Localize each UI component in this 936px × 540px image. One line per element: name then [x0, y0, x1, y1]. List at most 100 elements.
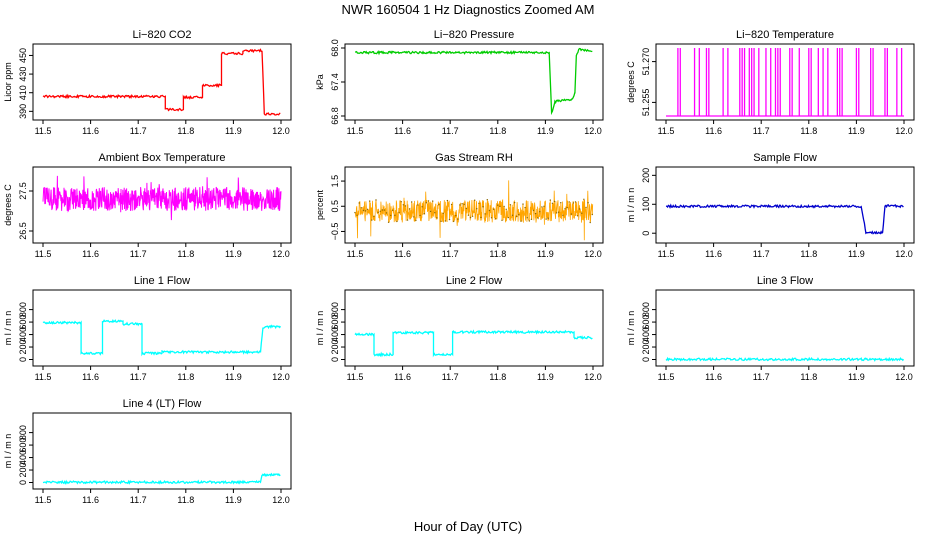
- plot-frame: [32, 412, 292, 490]
- series-line1: [42, 318, 282, 357]
- x-tick-label: 11.5: [35, 126, 52, 136]
- y-tick-label: 600: [641, 315, 651, 330]
- y-axis-label: m l / m n: [3, 311, 13, 346]
- x-tick-label: 11.6: [705, 372, 722, 382]
- x-tick-label: 11.9: [225, 126, 242, 136]
- data-point: [400, 201, 402, 203]
- y-tick-label: 200: [18, 463, 28, 478]
- x-tick-label: 12.0: [272, 372, 290, 382]
- x-tick-label: 11.9: [537, 372, 554, 382]
- x-tick-label: 11.7: [442, 126, 459, 136]
- data-point: [461, 203, 463, 205]
- data-point: [587, 202, 589, 204]
- panel-title: Line 2 Flow: [446, 275, 502, 287]
- data-point: [549, 199, 551, 201]
- series-temperature: [666, 48, 904, 117]
- x-tick-label: 11.7: [753, 372, 770, 382]
- data-point: [408, 208, 411, 210]
- y-tick-label: 200: [330, 340, 340, 355]
- x-tick-label: 11.9: [848, 126, 865, 136]
- data-point: [417, 204, 419, 206]
- x-tick-label: 11.5: [347, 372, 364, 382]
- plot-frame: [655, 166, 915, 244]
- y-axis-label: degrees C: [3, 184, 13, 226]
- panel-grid: Li−820 CO2 Licor ppm 11.5 11.6 11.7 11.8 11.9 1…: [3, 29, 915, 505]
- data-point: [364, 210, 367, 212]
- data-point: [505, 208, 507, 210]
- x-tick-label: 12.0: [272, 126, 290, 136]
- panel-temperature: Li−820 Temperature degrees C 11.5 11.6 11.7 1…: [626, 29, 915, 136]
- panel-title: Line 4 (LT) Flow: [123, 398, 202, 410]
- x-tick-label: 11.9: [537, 126, 554, 136]
- x-tick-label: 11.6: [394, 372, 411, 382]
- y-tick-label: 600: [18, 315, 28, 330]
- data-point: [419, 214, 421, 217]
- x-tick-label: 12.0: [272, 249, 290, 259]
- data-point: [516, 215, 518, 218]
- y-tick-label: 67.4: [330, 73, 340, 91]
- y-tick-label: 0: [18, 480, 28, 485]
- panel-title: Line 1 Flow: [134, 275, 190, 287]
- data-point: [543, 205, 545, 207]
- y-tick-label: 400: [18, 450, 28, 465]
- series-line: [42, 175, 282, 221]
- data-point: [411, 201, 413, 203]
- y-tick-label: 0: [330, 357, 340, 362]
- data-point: [427, 200, 430, 202]
- plot-frame: [655, 43, 915, 121]
- x-tick-label: 11.9: [537, 249, 554, 259]
- data-point: [455, 215, 457, 217]
- y-tick-label: 400: [641, 327, 651, 342]
- data-point: [576, 215, 579, 217]
- x-tick-label: 12.0: [584, 372, 602, 382]
- y-tick-label: −0.5: [330, 223, 340, 241]
- series-line4: [42, 472, 281, 485]
- data-point: [480, 216, 482, 219]
- y-axis-label: Licor ppm: [3, 62, 13, 102]
- data-point: [381, 209, 383, 211]
- series-line: [665, 203, 904, 235]
- data-point: [526, 217, 528, 219]
- x-tick-label: 11.8: [800, 249, 817, 259]
- y-tick-label: 800: [330, 302, 340, 317]
- x-tick-label: 12.0: [272, 495, 290, 505]
- data-point: [545, 218, 547, 220]
- series-pressure: [355, 47, 593, 116]
- y-tick-label: 200: [18, 340, 28, 355]
- y-tick-label: 390: [18, 104, 28, 119]
- x-tick-label: 11.9: [848, 372, 865, 382]
- y-axis-label: m l / m n: [3, 434, 13, 469]
- data-point: [438, 203, 440, 206]
- x-tick-label: 11.5: [35, 372, 52, 382]
- data-point: [520, 220, 522, 222]
- data-point: [404, 205, 407, 207]
- plot-frame: [32, 43, 292, 121]
- y-axis-label: m l / m n: [626, 188, 636, 223]
- y-tick-label: 27.5: [18, 182, 28, 200]
- data-point: [499, 205, 501, 207]
- y-axis-label: degrees C: [626, 61, 636, 103]
- data-point: [396, 220, 398, 223]
- data-point: [385, 212, 388, 214]
- y-tick-label: 1.5: [330, 175, 340, 188]
- x-tick-label: 11.8: [489, 126, 506, 136]
- data-point: [406, 219, 409, 221]
- plot-frame: [344, 166, 604, 244]
- data-point: [398, 211, 400, 214]
- data-point: [434, 212, 436, 214]
- figure-title: NWR 160504 1 Hz Diagnostics Zoomed AM: [342, 2, 595, 17]
- x-tick-label: 11.9: [225, 495, 242, 505]
- x-tick-label: 11.8: [489, 372, 506, 382]
- y-tick-label: 0: [18, 357, 28, 362]
- data-point: [579, 208, 581, 210]
- data-point: [482, 206, 484, 208]
- data-point: [469, 216, 472, 219]
- data-point: [390, 214, 392, 217]
- series-line: [42, 472, 281, 485]
- x-tick-label: 12.0: [584, 126, 602, 136]
- data-point: [478, 202, 480, 204]
- data-point: [532, 209, 535, 212]
- y-axis-label: m l / m n: [626, 311, 636, 346]
- x-tick-label: 11.7: [130, 372, 147, 382]
